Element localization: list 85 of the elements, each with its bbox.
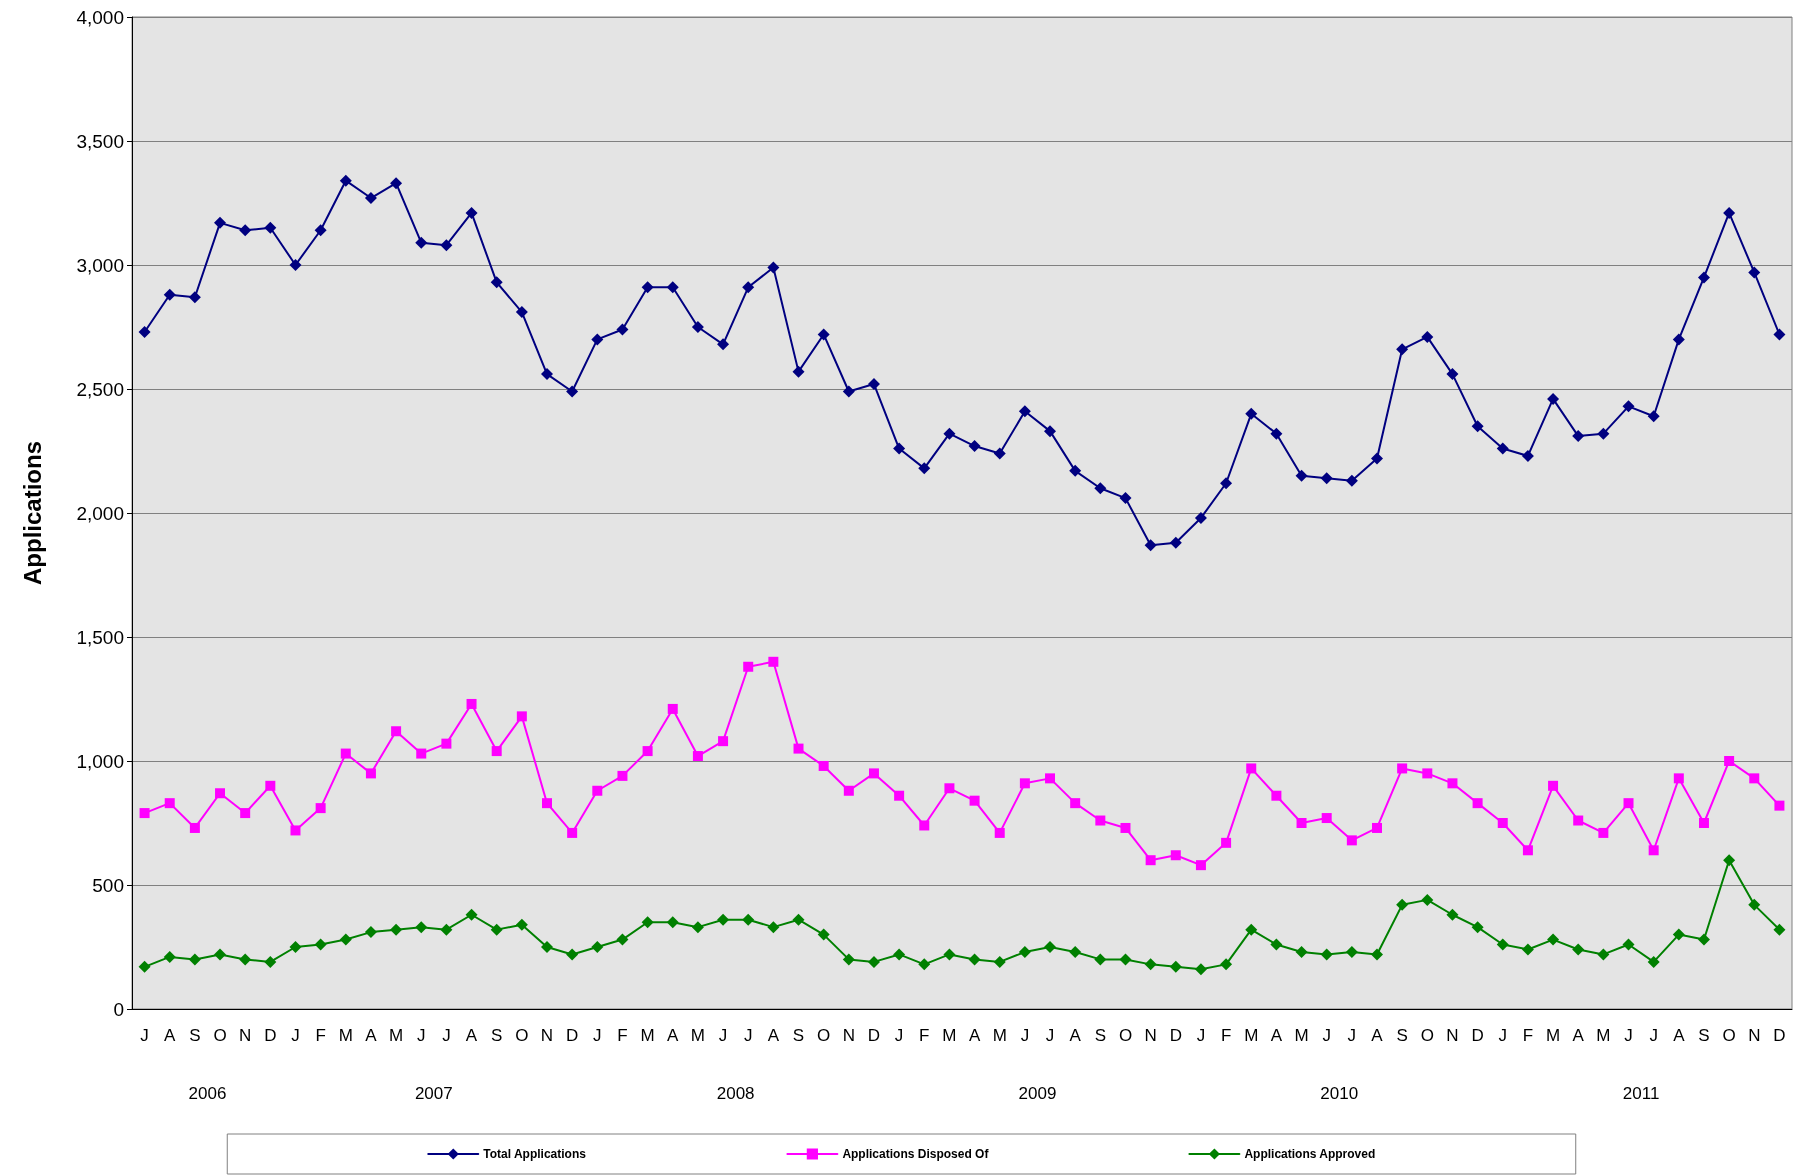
x-tick-label: J bbox=[718, 1026, 728, 1045]
x-tick-label: A bbox=[1069, 1026, 1082, 1045]
x-tick-label: A bbox=[968, 1026, 981, 1045]
x-tick-label: M bbox=[389, 1026, 404, 1045]
x-tick-label: D bbox=[1169, 1026, 1182, 1045]
x-tick-label: F bbox=[315, 1026, 326, 1045]
x-tick-label: M bbox=[942, 1026, 957, 1045]
x-tick-label: J bbox=[593, 1026, 602, 1045]
x-tick-label: N bbox=[1748, 1026, 1761, 1045]
y-tick-label: 3,500 bbox=[76, 130, 124, 152]
x-tick-label: D bbox=[566, 1026, 579, 1045]
y-tick-label: 1,500 bbox=[76, 626, 124, 648]
x-tick-label: J bbox=[291, 1026, 300, 1045]
x-tick-label: D bbox=[867, 1026, 881, 1045]
x-tick-label: O bbox=[817, 1026, 831, 1045]
x-tick-label: M bbox=[992, 1026, 1007, 1045]
x-tick-label: A bbox=[767, 1026, 780, 1045]
x-tick-label: J bbox=[894, 1026, 904, 1045]
text: 2011 bbox=[1622, 1083, 1660, 1103]
x-tick-label: S bbox=[1698, 1026, 1710, 1045]
x-tick-label: F bbox=[1220, 1026, 1232, 1045]
x-tick-label: J bbox=[1347, 1026, 1357, 1045]
x-tick-label: D bbox=[1471, 1026, 1484, 1045]
x-tick-label: M bbox=[338, 1026, 353, 1045]
x-tick-label: A bbox=[164, 1026, 177, 1045]
x-tick-label: D bbox=[264, 1026, 277, 1045]
x-tick-label: F bbox=[919, 1026, 930, 1045]
x-tick-label: A bbox=[1270, 1026, 1283, 1045]
legend-label: Total Applications bbox=[483, 1147, 587, 1161]
legend-label: Applications Disposed Of bbox=[842, 1147, 990, 1161]
x-tick-label: J bbox=[1649, 1026, 1658, 1045]
x-tick-label: A bbox=[465, 1026, 478, 1045]
x-tick-label: J bbox=[1020, 1026, 1030, 1045]
y-tick-label: 500 bbox=[92, 874, 124, 896]
x-tick-label: J bbox=[743, 1026, 753, 1045]
x-tick-label: J bbox=[1045, 1026, 1055, 1045]
x-tick-label: M bbox=[690, 1026, 705, 1045]
x-tick-label: S bbox=[491, 1026, 503, 1045]
y-tick-label: 4,000 bbox=[76, 6, 124, 28]
y-tick-label: 0 bbox=[113, 998, 124, 1020]
x-tick-label: M bbox=[1545, 1026, 1561, 1045]
x-tick-label: J bbox=[442, 1026, 451, 1045]
x-tick-label: A bbox=[1572, 1026, 1585, 1045]
x-tick-label: O bbox=[1118, 1026, 1133, 1045]
x-tick-label: M bbox=[1244, 1026, 1259, 1045]
x-tick-label: N bbox=[842, 1026, 855, 1045]
text: 2006 bbox=[188, 1083, 227, 1103]
x-tick-label: F bbox=[617, 1026, 628, 1045]
x-tick-label: J bbox=[1322, 1026, 1331, 1045]
x-tick-label: N bbox=[540, 1026, 554, 1045]
x-tick-label: N bbox=[239, 1026, 252, 1045]
x-tick-label: O bbox=[213, 1026, 227, 1045]
x-tick-label: O bbox=[515, 1026, 529, 1045]
text: 2009 bbox=[1018, 1083, 1057, 1103]
x-tick-label: J bbox=[1624, 1026, 1633, 1045]
x-tick-label: S bbox=[792, 1026, 805, 1045]
x-tick-label: J bbox=[416, 1026, 426, 1045]
x-tick-label: J bbox=[1498, 1026, 1508, 1045]
x-tick-label: A bbox=[667, 1026, 680, 1045]
y-axis-title: Applications bbox=[18, 440, 46, 586]
text: 2007 bbox=[414, 1083, 453, 1103]
x-tick-label: O bbox=[1722, 1026, 1736, 1045]
y-tick-label: 2,500 bbox=[76, 378, 124, 400]
x-tick-label: A bbox=[1371, 1026, 1384, 1045]
x-tick-label: N bbox=[1446, 1026, 1459, 1045]
y-tick-label: 2,000 bbox=[76, 502, 124, 524]
x-tick-label: A bbox=[1673, 1026, 1686, 1045]
y-tick-label: 3,000 bbox=[76, 254, 124, 276]
x-tick-label: M bbox=[640, 1026, 655, 1045]
x-tick-label: A bbox=[365, 1026, 378, 1045]
x-tick-label: S bbox=[1094, 1026, 1107, 1045]
x-tick-label: F bbox=[1522, 1026, 1534, 1045]
x-tick-label: J bbox=[1196, 1026, 1206, 1045]
x-tick-label: J bbox=[140, 1026, 149, 1045]
x-tick-label: M bbox=[1596, 1026, 1611, 1045]
legend-label: Applications Approved bbox=[1244, 1147, 1376, 1161]
x-tick-label: M bbox=[1294, 1026, 1309, 1045]
y-tick-label: 1,000 bbox=[76, 750, 124, 772]
text: 2008 bbox=[716, 1083, 755, 1103]
x-tick-label: S bbox=[189, 1026, 201, 1045]
x-tick-label: S bbox=[1396, 1026, 1408, 1045]
x-tick-label: D bbox=[1773, 1026, 1786, 1045]
x-tick-label: N bbox=[1144, 1026, 1157, 1045]
text: 2010 bbox=[1320, 1083, 1359, 1103]
x-tick-label: O bbox=[1420, 1026, 1434, 1045]
